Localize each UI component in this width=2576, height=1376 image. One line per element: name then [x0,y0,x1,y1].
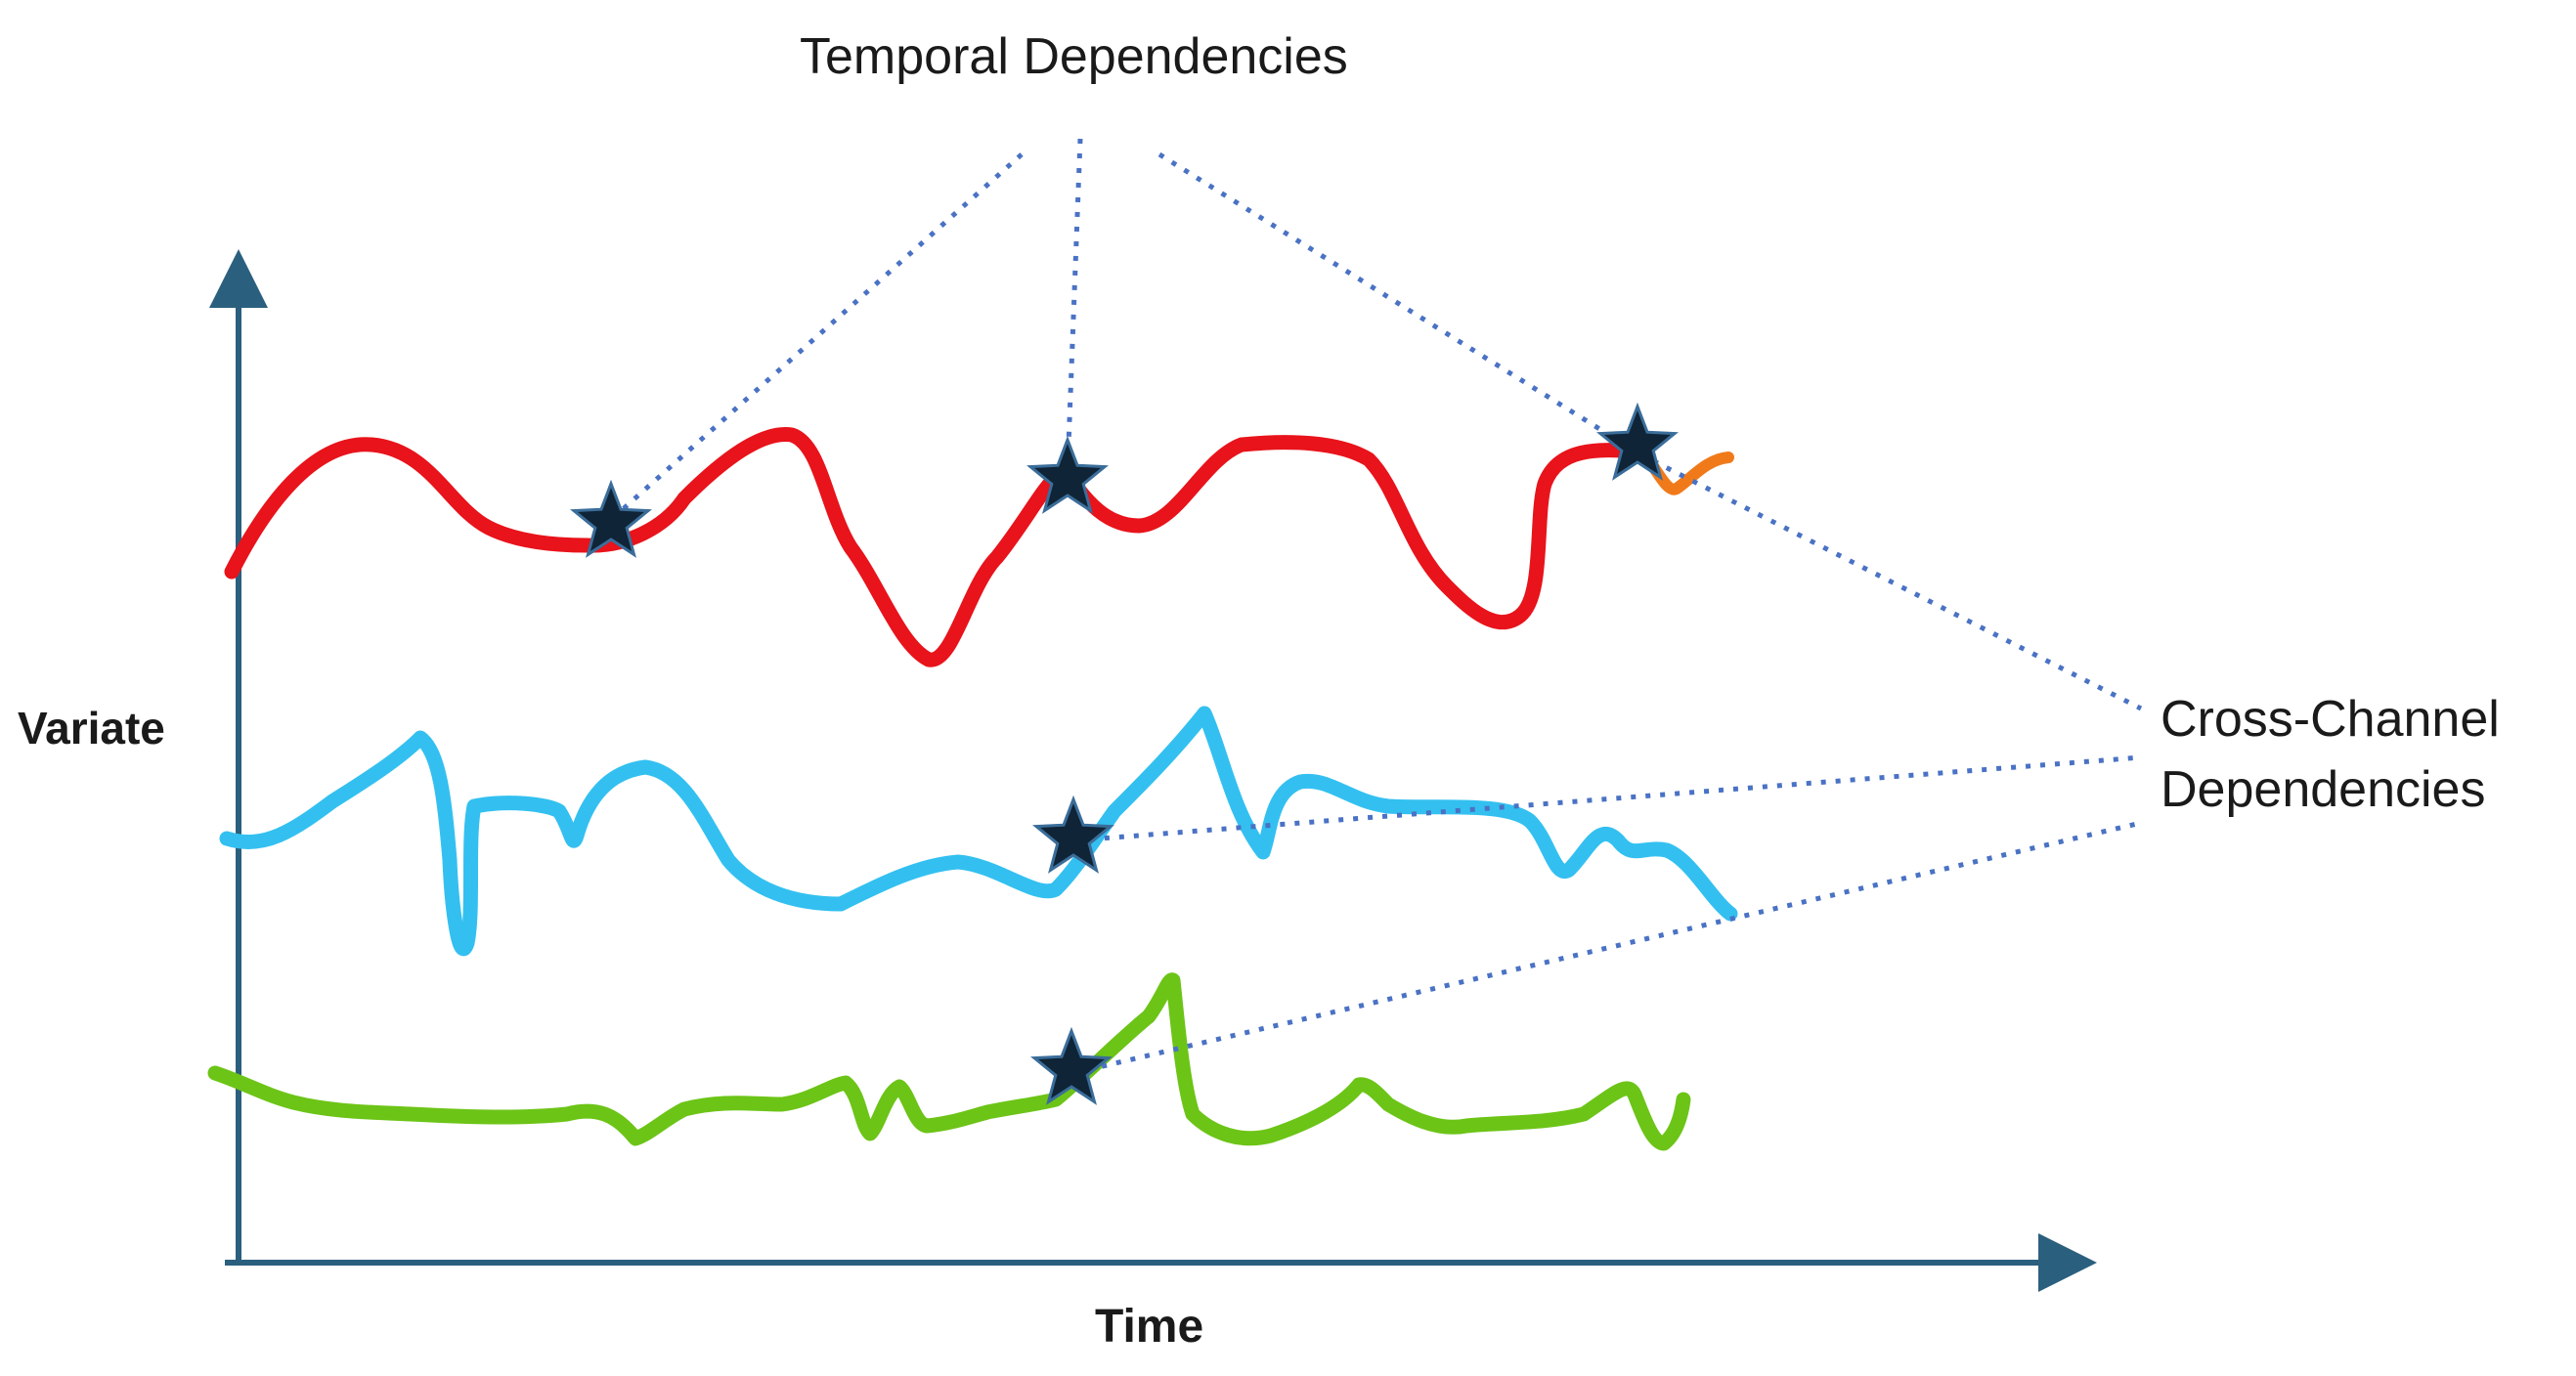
star-icon [1030,1026,1113,1105]
star-icon [1032,795,1114,874]
temporal-line-right [1157,151,1642,457]
star-icon [570,479,652,558]
temporal-line-left [611,152,1024,520]
series-red [224,426,1650,667]
cross-channel-dependencies-label: Cross-Channel Dependencies [2161,684,2500,825]
y-axis-label: Variate [18,703,165,753]
dependency-stars [570,402,1679,1105]
x-axis-label: Time [1095,1301,1204,1353]
temporal-line-center [1065,138,1083,472]
cross-channel-dependency-lines [1072,452,2143,1076]
temporal-dependencies-label: Temporal Dependencies [800,28,1348,85]
cross-line-red [1638,452,2143,711]
star-icon [1026,435,1109,514]
cross-line-blue [1074,754,2142,843]
temporal-dependency-lines [611,138,1642,520]
cross-line-green [1072,820,2142,1076]
star-icon [1596,402,1679,481]
series-green [207,972,1691,1151]
series-blue [219,706,1738,957]
cross-channel-line2: Dependencies [2161,761,2486,818]
cross-channel-line1: Cross-Channel [2161,691,2500,748]
